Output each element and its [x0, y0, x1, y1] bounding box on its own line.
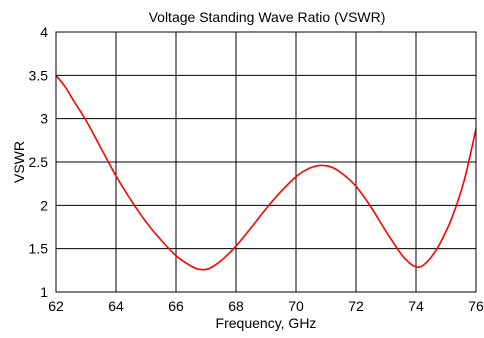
- y-tick-label: 4: [40, 24, 48, 40]
- x-tick-label: 74: [408, 298, 424, 314]
- chart-title: Voltage Standing Wave Ratio (VSWR): [149, 9, 386, 25]
- y-axis-label: VSWR: [11, 141, 27, 183]
- data-series: [55, 74, 477, 271]
- y-tick-label: 1.5: [29, 241, 49, 257]
- x-tick-label: 68: [228, 298, 244, 314]
- y-tick-label: 2.5: [29, 154, 49, 170]
- x-tick-label: 76: [468, 298, 484, 314]
- x-axis-label: Frequency, GHz: [216, 315, 317, 331]
- y-tick-label: 2: [40, 197, 48, 213]
- grid-lines: [55, 31, 477, 293]
- y-tick-labels: 1 1.5 2 2.5 3 3.5 4: [29, 24, 49, 300]
- x-tick-label: 64: [108, 298, 124, 314]
- plot-frame: [55, 31, 477, 293]
- y-tick-label: 3: [40, 111, 48, 127]
- y-tick-label: 1: [40, 284, 48, 300]
- x-tick-label: 66: [168, 298, 184, 314]
- x-tick-labels: 62 64 66 68 70 72 74 76: [48, 298, 484, 314]
- x-tick-label: 70: [288, 298, 304, 314]
- vswr-series-line: [55, 74, 477, 271]
- x-tick-label: 62: [48, 298, 64, 314]
- x-tick-label: 72: [348, 298, 364, 314]
- y-tick-label: 3.5: [29, 67, 49, 83]
